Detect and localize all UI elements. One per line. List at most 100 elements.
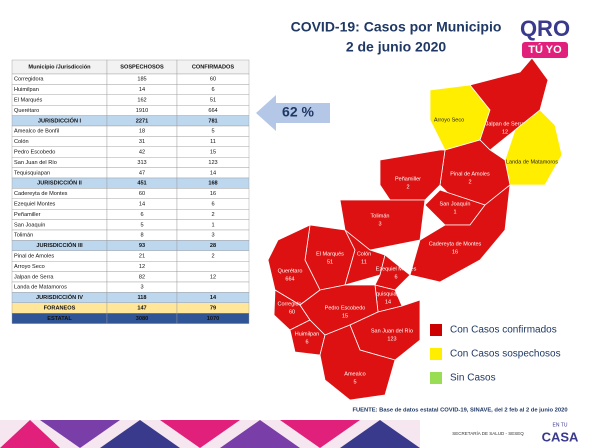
region-name: Huimilpan (295, 331, 319, 337)
region-name: Tequisquiapan (370, 291, 405, 297)
badge: 62 % (282, 104, 314, 120)
cell-value: 5 (140, 222, 143, 228)
region-count: 14 (385, 299, 391, 305)
region-count: 51 (327, 259, 333, 265)
footer-shape (160, 420, 240, 448)
region-count: 11 (361, 259, 367, 265)
region (379, 149, 446, 201)
logo-box (522, 42, 568, 58)
cell-value: 5 (211, 129, 214, 135)
region-name: Cadereyta de Montes (429, 241, 482, 247)
cell-value: 185 (137, 77, 146, 83)
table: Municipio /Jurisdicción SOSPECHOSOS CONFIR… (11, 59, 250, 324)
region-count: 6 (394, 274, 397, 280)
region-count: 60 (289, 309, 295, 315)
legend-swatch (430, 372, 442, 384)
cell-value: 42 (139, 149, 145, 155)
legend-label: Con Casos sospechosos (450, 349, 561, 360)
cell-value: 147 (137, 305, 146, 311)
region-count: 16 (452, 249, 458, 255)
row-label: Municipio /Jurisdicción (28, 64, 91, 70)
row-label: Cadereyta de Montes (14, 191, 68, 197)
cell-value: 451 (137, 181, 146, 187)
row-label: Querétaro (14, 108, 39, 114)
source: FUENTE: Base de datos estatal COVID-19, … (352, 408, 567, 414)
region-name: Arroyo Seco (434, 117, 464, 123)
subtitle: 2 de junio 2020 (346, 39, 447, 55)
region-name: Ezequiel Montes (376, 266, 417, 272)
cell-value: 14 (210, 170, 216, 176)
cell-value: 6 (140, 212, 143, 218)
row-label: Tolimán (14, 233, 33, 239)
table-cell (176, 261, 250, 272)
cell-value: 168 (208, 181, 217, 187)
cell-value: 60 (139, 191, 145, 197)
region-name: Amealco (344, 371, 365, 377)
cell-value: 118 (137, 295, 146, 301)
logo: QRO (520, 16, 570, 41)
cell-value: 31 (139, 139, 145, 145)
footer-shape (40, 420, 120, 448)
cell-value: 12 (210, 274, 216, 280)
row-label: Huimilpan (14, 87, 39, 93)
region-name: Tolimán (371, 213, 390, 219)
cell-value: 14 (210, 295, 217, 301)
cell-value: 14 (139, 201, 145, 207)
cell-value: 3080 (136, 316, 148, 322)
cell-value: 18 (139, 129, 145, 135)
logo-sub: TÚ YO (528, 43, 562, 56)
footer-shape (340, 420, 420, 448)
legend-swatch (430, 324, 442, 336)
region-count: 123 (387, 336, 396, 342)
footer-shape (100, 420, 180, 448)
cell-value: 47 (139, 170, 145, 176)
region-count: 12 (502, 129, 508, 135)
footer-agency: SECRETARÍA DE SALUD - SESEQ (452, 430, 524, 436)
row-label: Corregidora (14, 77, 44, 83)
row-label: Landa de Matamoros (14, 285, 67, 291)
row-label: El Marqués (14, 97, 42, 103)
row-label: Pinal de Amoles (14, 253, 54, 259)
cell-value: 162 (137, 97, 146, 103)
cell-value: 11 (210, 139, 216, 145)
region-name: Pedro Escobedo (325, 305, 366, 311)
cell-value: 12 (139, 264, 145, 270)
cell-value: 2271 (136, 118, 148, 124)
footer-shape (220, 420, 300, 448)
legend-label: Sin Casos (450, 373, 496, 384)
cell-value: 1910 (136, 108, 148, 114)
cell-value: 6 (211, 201, 214, 207)
footer-shape (0, 420, 60, 448)
row-label: Peñamiller (14, 212, 41, 218)
legend-label: Con Casos confirmados (450, 325, 557, 336)
row-label: Tequisquiapan (14, 170, 50, 176)
cell-value: 28 (210, 243, 216, 249)
row-label: JURISDICCIÓN II (37, 179, 82, 187)
row-label: San Joaquín (14, 222, 45, 228)
table-cell (176, 313, 250, 324)
row-label: Amealco de Bonfil (14, 129, 59, 135)
cell-value: 16 (210, 191, 216, 197)
cell-value: 21 (139, 253, 145, 259)
cell-value: 60 (210, 77, 216, 83)
region-name: Peñamiller (395, 176, 421, 182)
row-label: Jalpan de Serra (14, 274, 54, 280)
region-name: Colón (357, 251, 371, 257)
row-label: JURISDICCIÓN IV (36, 293, 83, 301)
region-name: San Juan del Río (371, 328, 413, 334)
cell-value: 15 (210, 149, 216, 155)
legend: Con Casos confirmados Con Casos sospechos… (430, 324, 561, 384)
cell-value: 3 (211, 233, 214, 239)
row-label: JURISDICCIÓN I (38, 116, 82, 124)
cell-value: 781 (208, 118, 217, 124)
region-count: 15 (342, 313, 348, 319)
cell-value: 79 (210, 305, 216, 311)
region-count: 664 (285, 276, 294, 282)
cell-value: 14 (139, 87, 145, 93)
region-name: Landa de Matamoros (506, 159, 558, 165)
cell-value: SOSPECHOSOS (120, 64, 164, 70)
region-name: San Joaquín (440, 201, 471, 207)
footer-campaign-top: EN TU (553, 422, 568, 428)
